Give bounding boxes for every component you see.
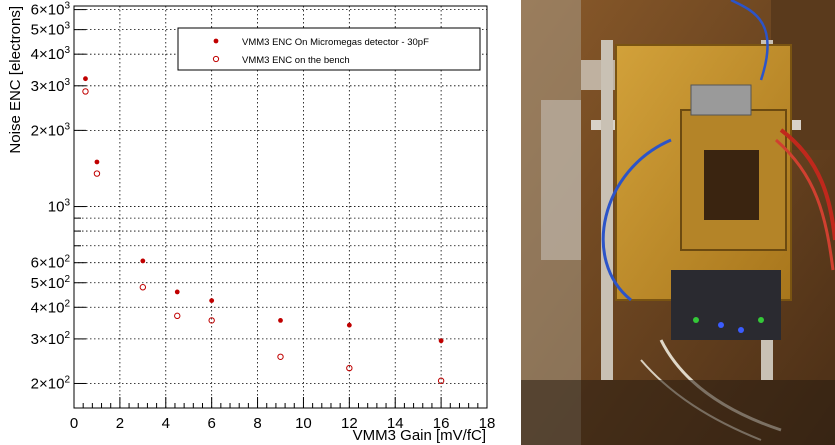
legend-box xyxy=(177,27,481,71)
data-point-bench xyxy=(346,364,353,372)
data-point-detector xyxy=(278,317,283,323)
data-point-detector xyxy=(346,322,352,328)
data-points xyxy=(82,76,445,384)
legend-entry-bench: VMM3 ENC on the bench xyxy=(242,55,350,66)
x-tick-label: 4 xyxy=(162,415,170,432)
data-point-detector xyxy=(174,289,180,295)
data-point-detector xyxy=(94,159,100,165)
y-tick-label: 2×103 xyxy=(31,121,71,139)
legend-marker-filled xyxy=(213,38,219,44)
x-tick-label: 14 xyxy=(387,415,404,432)
y-tick-label: 3×102 xyxy=(31,330,71,348)
detector-photo xyxy=(521,0,835,445)
data-point-bench xyxy=(82,88,89,95)
tick-labels: 0 2 4 6 8 10 12 14 16 18 2×102 3×102 4×102 5×102 6×102… xyxy=(31,1,496,432)
x-tick-label: 10 xyxy=(295,415,312,432)
data-point-bench xyxy=(277,353,284,360)
data-point-bench xyxy=(208,317,215,324)
data-point-detector xyxy=(209,298,215,304)
data-point-bench xyxy=(93,170,101,177)
x-axis-label: VMM3 Gain [mV/fC] xyxy=(353,427,486,444)
axis-ticks xyxy=(73,9,488,408)
x-tick-label: 8 xyxy=(253,415,261,432)
data-point-bench xyxy=(139,284,147,291)
data-point-bench xyxy=(174,312,181,320)
y-tick-label: 4×103 xyxy=(31,45,71,63)
data-point-bench xyxy=(437,377,445,384)
chart: 0 2 4 6 8 10 12 14 16 18 2×102 3×102 4×102 5×102 6×102… xyxy=(7,0,496,444)
y-axis-label: Noise ENC [electrons] xyxy=(7,6,24,154)
y-tick-label: 5×102 xyxy=(31,274,71,292)
x-tick-label: 12 xyxy=(341,415,358,432)
y-tick-label: 103 xyxy=(48,198,71,216)
y-tick-label: 5×103 xyxy=(31,21,71,39)
x-tick-label: 16 xyxy=(433,415,450,432)
x-tick-label: 2 xyxy=(116,415,124,432)
data-point-detector xyxy=(140,258,146,264)
data-point-detector xyxy=(83,76,88,82)
x-tick-label: 0 xyxy=(70,415,78,432)
y-tick-label: 3×103 xyxy=(31,77,71,95)
y-tick-label: 2×102 xyxy=(31,374,71,392)
legend-entry-detector: VMM3 ENC On Micromegas detector - 30pF xyxy=(242,37,429,48)
data-point-detector xyxy=(438,338,444,344)
grid-lines xyxy=(74,6,487,408)
y-tick-label: 6×103 xyxy=(31,1,71,19)
legend: VMM3 ENC On Micromegas detector - 30pF V… xyxy=(177,27,481,71)
x-tick-label: 6 xyxy=(207,415,215,432)
legend-marker-open xyxy=(212,55,220,63)
y-tick-label: 4×102 xyxy=(31,298,71,316)
y-tick-label: 6×102 xyxy=(31,254,71,272)
x-tick-label: 18 xyxy=(479,415,496,432)
